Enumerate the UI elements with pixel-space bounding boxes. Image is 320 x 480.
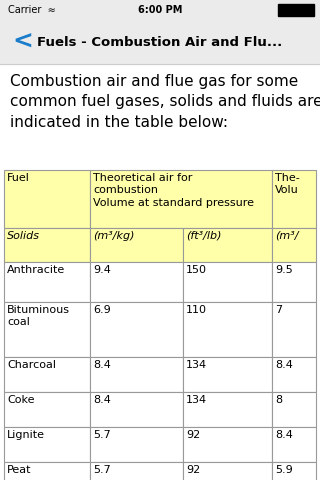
Bar: [90, 262, 183, 302]
Text: 5.7: 5.7: [93, 465, 111, 475]
Bar: [90, 462, 183, 480]
Bar: [183, 427, 272, 462]
Text: 110: 110: [186, 305, 207, 315]
Bar: [0, 20, 320, 64]
Text: Peat: Peat: [7, 465, 31, 475]
Text: 9.5: 9.5: [275, 265, 293, 275]
Text: Bituminous
coal: Bituminous coal: [7, 305, 70, 327]
Bar: [272, 392, 316, 427]
Bar: [4, 427, 90, 462]
Text: 8.4: 8.4: [275, 430, 293, 440]
Bar: [0, 0, 320, 20]
Bar: [4, 170, 90, 228]
Bar: [4, 357, 90, 392]
Bar: [183, 357, 272, 392]
Bar: [272, 170, 316, 228]
Text: The-
Volu: The- Volu: [275, 173, 300, 195]
Bar: [4, 262, 90, 302]
Text: Carrier  ≈: Carrier ≈: [8, 5, 56, 15]
Text: Anthracite: Anthracite: [7, 265, 65, 275]
Bar: [183, 262, 272, 302]
Bar: [90, 427, 183, 462]
Bar: [4, 228, 90, 262]
Text: 6.9: 6.9: [93, 305, 111, 315]
Bar: [272, 262, 316, 302]
Text: (ft³/lb): (ft³/lb): [186, 231, 221, 241]
Text: 134: 134: [186, 395, 207, 405]
Bar: [272, 462, 316, 480]
Text: 8.4: 8.4: [275, 360, 293, 370]
Text: 92: 92: [186, 430, 200, 440]
Text: 5.9: 5.9: [275, 465, 293, 475]
Text: 92: 92: [186, 465, 200, 475]
Text: 8: 8: [275, 395, 282, 405]
Bar: [90, 392, 183, 427]
Bar: [183, 392, 272, 427]
Text: Charcoal: Charcoal: [7, 360, 56, 370]
Bar: [4, 462, 90, 480]
Text: Solids: Solids: [7, 231, 40, 241]
Text: Fuels - Combustion Air and Flu...: Fuels - Combustion Air and Flu...: [37, 36, 283, 48]
Text: <: <: [12, 30, 33, 54]
Bar: [272, 427, 316, 462]
Text: Lignite: Lignite: [7, 430, 45, 440]
Bar: [183, 228, 272, 262]
Text: 8.4: 8.4: [93, 395, 111, 405]
Bar: [183, 302, 272, 357]
Text: Theoretical air for
combustion
Volume at standard pressure: Theoretical air for combustion Volume at…: [93, 173, 254, 208]
Text: 150: 150: [186, 265, 207, 275]
Text: 6:00 PM: 6:00 PM: [138, 5, 182, 15]
Bar: [4, 392, 90, 427]
Text: 5.7: 5.7: [93, 430, 111, 440]
Bar: [90, 357, 183, 392]
Bar: [4, 302, 90, 357]
Text: 8.4: 8.4: [93, 360, 111, 370]
Text: (m³/kg): (m³/kg): [93, 231, 134, 241]
Text: Combustion air and flue gas for some
common fuel gases, solids and fluids are
in: Combustion air and flue gas for some com…: [10, 74, 320, 130]
Text: 7: 7: [275, 305, 282, 315]
Text: Coke: Coke: [7, 395, 35, 405]
Bar: [90, 228, 183, 262]
Text: Fuel: Fuel: [7, 173, 30, 183]
Bar: [272, 302, 316, 357]
Text: 9.4: 9.4: [93, 265, 111, 275]
Bar: [183, 462, 272, 480]
Bar: [278, 4, 314, 16]
Bar: [90, 302, 183, 357]
Text: (m³/: (m³/: [275, 231, 299, 241]
Bar: [272, 357, 316, 392]
Bar: [272, 228, 316, 262]
Bar: [90, 170, 272, 228]
Text: 134: 134: [186, 360, 207, 370]
